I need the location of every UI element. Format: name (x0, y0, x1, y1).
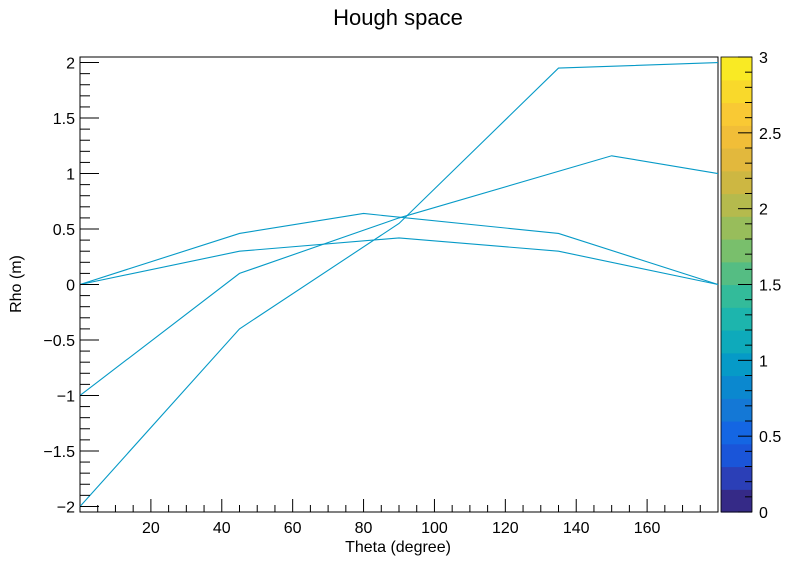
colorbar-swatch (721, 216, 752, 240)
y-tick-label: −2 (57, 499, 75, 516)
colorbar-swatch (721, 284, 752, 308)
y-tick-label: 1 (66, 167, 75, 184)
colorbar-tick-label: 0.5 (759, 429, 781, 446)
colorbar-swatch (721, 398, 752, 422)
colorbar-swatch (721, 443, 752, 468)
colorbar-swatch (721, 102, 752, 126)
x-axis: 20 40 60 80 100 120 140 160 (97, 499, 701, 537)
colorbar-tick-label: 0 (759, 505, 768, 522)
hough-curve-3 (79, 155, 719, 396)
colorbar-tick-label: 1 (759, 353, 768, 370)
colorbar-swatch (721, 261, 752, 286)
x-tick-label: 40 (213, 520, 231, 537)
y-tick-label: 0.5 (53, 222, 75, 239)
colorbar-swatch (721, 57, 752, 81)
y-tick-label: 2 (66, 56, 75, 73)
y-tick-label: −1 (57, 388, 75, 405)
colorbar-tick-label: 2 (759, 202, 768, 219)
hough-curve-2 (79, 212, 719, 286)
y-axis: −2 −1.5 −1 −0.5 0 0.5 1 1.5 2 (43, 56, 99, 516)
colorbar-swatch (721, 375, 752, 399)
y-tick-label: 0 (66, 278, 75, 295)
plot-frame (79, 56, 719, 513)
y-tick-label: −1.5 (43, 444, 75, 461)
colorbar-swatch (721, 352, 752, 377)
colorbar-swatch (721, 125, 752, 149)
x-tick-label: 20 (142, 520, 160, 537)
x-tick-label: 140 (563, 520, 590, 537)
x-tick-label: 80 (355, 520, 373, 537)
x-tick-label: 60 (284, 520, 302, 537)
colorbar-swatch (721, 466, 752, 490)
colorbar-swatch (721, 170, 752, 195)
x-axis-label: Theta (degree) (345, 539, 451, 556)
colorbar-swatch (721, 421, 752, 445)
x-tick-label: 100 (421, 520, 448, 537)
colorbar-swatch (721, 148, 752, 172)
x-tick-label: 120 (492, 520, 519, 537)
y-axis-label: Rho (m) (8, 255, 25, 313)
colorbar-tick-label: 1.5 (759, 278, 781, 295)
chart-title: Hough space (333, 5, 463, 30)
colorbar-swatch (721, 193, 752, 217)
colorbar-tick-label: 3 (759, 50, 768, 67)
y-tick-label: 1.5 (53, 111, 75, 128)
y-tick-label: −0.5 (43, 333, 75, 350)
x-tick-label: 160 (634, 520, 661, 537)
colorbar-swatch (721, 330, 752, 354)
colorbar-swatch (721, 307, 752, 331)
colorbar-tick-label: 2.5 (759, 126, 781, 143)
color-scale-bar: 0 0.5 1 1.5 2 2.5 3 (720, 50, 781, 522)
hough-curves (79, 62, 719, 507)
hough-curve-1 (79, 237, 719, 286)
colorbar-swatch (721, 239, 752, 263)
colorbar-swatch (721, 489, 752, 513)
hough-curve-4 (79, 62, 719, 507)
colorbar-swatch (721, 79, 752, 104)
